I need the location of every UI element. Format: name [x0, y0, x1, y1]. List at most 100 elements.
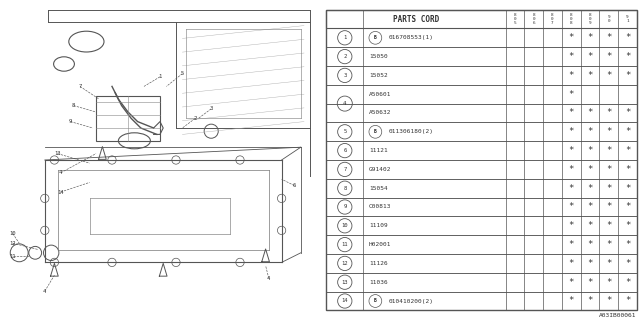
Bar: [326, 66, 637, 85]
Text: *: *: [625, 240, 630, 249]
Text: *: *: [588, 108, 593, 117]
Text: *: *: [568, 52, 574, 61]
Text: *: *: [568, 203, 574, 212]
Text: 3: 3: [209, 106, 213, 111]
Text: *: *: [606, 127, 611, 136]
Text: *: *: [606, 184, 611, 193]
Text: 11109: 11109: [369, 223, 388, 228]
Text: *: *: [606, 165, 611, 174]
Text: *: *: [588, 165, 593, 174]
Bar: [326, 10, 637, 28]
Text: 11121: 11121: [369, 148, 388, 153]
Text: 8
0
9: 8 0 9: [589, 13, 591, 25]
Text: 7: 7: [343, 167, 346, 172]
Text: 8
0
5: 8 0 5: [514, 13, 516, 25]
Text: 6: 6: [292, 183, 296, 188]
Text: 11036: 11036: [369, 280, 388, 285]
Text: G91402: G91402: [369, 167, 392, 172]
Text: 6: 6: [343, 148, 346, 153]
Text: *: *: [588, 221, 593, 230]
Text: *: *: [588, 146, 593, 155]
Bar: [326, 85, 637, 104]
Text: *: *: [606, 278, 611, 287]
Text: B: B: [374, 129, 377, 134]
Text: *: *: [568, 108, 574, 117]
Bar: [326, 273, 637, 292]
Text: 011306180(2): 011306180(2): [389, 129, 434, 134]
Text: *: *: [568, 127, 574, 136]
Text: *: *: [588, 127, 593, 136]
Text: 11: 11: [342, 242, 348, 247]
Bar: [326, 197, 637, 216]
Text: *: *: [625, 221, 630, 230]
Text: *: *: [625, 127, 630, 136]
Bar: [326, 104, 637, 122]
Text: 9
1: 9 1: [626, 15, 628, 23]
Text: *: *: [625, 278, 630, 287]
Text: *: *: [625, 259, 630, 268]
Text: 15052: 15052: [369, 73, 388, 78]
Text: *: *: [625, 165, 630, 174]
Text: *: *: [588, 278, 593, 287]
Text: 4: 4: [343, 101, 346, 106]
Text: H02001: H02001: [369, 242, 392, 247]
Text: 9: 9: [343, 204, 346, 210]
Text: *: *: [625, 297, 630, 306]
Text: 7: 7: [78, 84, 82, 89]
Text: 12: 12: [342, 261, 348, 266]
Text: *: *: [568, 71, 574, 80]
Text: 9
0: 9 0: [607, 15, 610, 23]
Text: *: *: [568, 90, 574, 99]
Text: *: *: [588, 203, 593, 212]
Text: *: *: [625, 108, 630, 117]
Bar: [326, 47, 637, 66]
Text: 8
0
6: 8 0 6: [532, 13, 535, 25]
Bar: [326, 160, 637, 179]
Text: *: *: [625, 52, 630, 61]
Text: *: *: [606, 146, 611, 155]
Text: 2: 2: [343, 54, 346, 59]
Text: 5: 5: [180, 71, 184, 76]
Text: B: B: [374, 35, 377, 40]
Bar: [326, 122, 637, 141]
Text: 016708553(1): 016708553(1): [389, 35, 434, 40]
Text: *: *: [588, 52, 593, 61]
Text: 12: 12: [10, 241, 16, 246]
Text: 10: 10: [10, 231, 16, 236]
Text: *: *: [606, 203, 611, 212]
Text: 4: 4: [59, 170, 63, 175]
Text: *: *: [625, 184, 630, 193]
Text: 4: 4: [267, 276, 271, 281]
Text: 11126: 11126: [369, 261, 388, 266]
Text: 1: 1: [158, 74, 162, 79]
Text: *: *: [625, 33, 630, 42]
Text: 5: 5: [343, 129, 346, 134]
Text: 8
0
7: 8 0 7: [551, 13, 554, 25]
Text: 15054: 15054: [369, 186, 388, 191]
Text: B: B: [374, 299, 377, 303]
Text: PARTS CORD: PARTS CORD: [393, 14, 439, 23]
Text: 010410200(2): 010410200(2): [389, 299, 434, 303]
Text: 13: 13: [54, 151, 61, 156]
Text: *: *: [625, 146, 630, 155]
Text: *: *: [568, 146, 574, 155]
Text: 3: 3: [343, 73, 346, 78]
Text: 11: 11: [10, 253, 16, 259]
Text: *: *: [625, 203, 630, 212]
Text: 2: 2: [193, 116, 197, 121]
Text: *: *: [606, 240, 611, 249]
Bar: [96, 96, 160, 141]
Text: 14: 14: [58, 189, 64, 195]
Bar: [326, 216, 637, 235]
Text: *: *: [588, 259, 593, 268]
Text: *: *: [588, 240, 593, 249]
Text: 10: 10: [342, 223, 348, 228]
Text: *: *: [606, 259, 611, 268]
Bar: [326, 28, 637, 47]
Text: *: *: [568, 259, 574, 268]
Text: *: *: [568, 297, 574, 306]
Text: *: *: [606, 52, 611, 61]
Text: *: *: [606, 297, 611, 306]
Text: A50601: A50601: [369, 92, 392, 97]
Bar: [326, 179, 637, 197]
